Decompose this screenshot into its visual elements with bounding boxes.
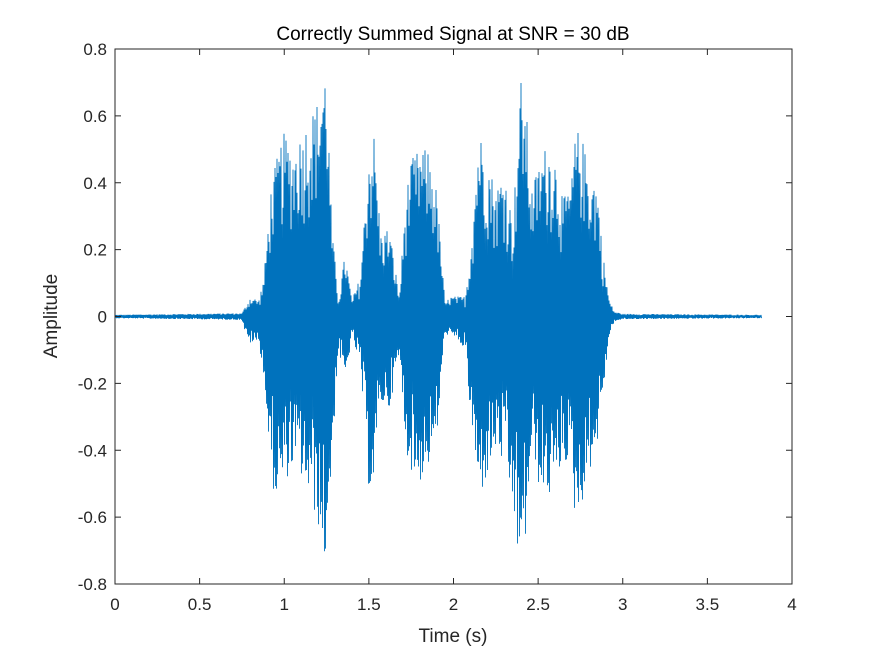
chart-title: Correctly Summed Signal at SNR = 30 dB (276, 24, 629, 45)
x-tick-label: 0.5 (188, 595, 212, 614)
y-tick-label: -0.4 (78, 441, 107, 460)
y-axis-label: Amplitude (41, 274, 62, 359)
y-tick-label: 0 (98, 308, 107, 327)
y-tick-label: 0.6 (83, 107, 107, 126)
x-axis-label: Time (s) (419, 626, 488, 647)
y-axis: -0.8 -0.6 -0.4 -0.2 0 0.2 0.4 0.6 0.8 (78, 40, 792, 594)
x-tick-label: 3.5 (696, 595, 720, 614)
signal-series-line (114, 82, 762, 552)
y-tick-label: 0.4 (83, 174, 107, 193)
x-tick-label: 4 (787, 595, 796, 614)
y-tick-label: -0.2 (78, 374, 107, 393)
x-tick-label: 2 (449, 595, 458, 614)
y-tick-label: 0.8 (83, 40, 107, 59)
y-tick-label: -0.6 (78, 508, 107, 527)
x-tick-label: 1 (280, 595, 289, 614)
y-tick-label: -0.8 (78, 575, 107, 594)
x-tick-label: 1.5 (357, 595, 381, 614)
x-tick-label: 3 (618, 595, 627, 614)
x-axis: 0 0.5 1 1.5 2 2.5 3 3.5 4 (110, 49, 797, 614)
y-tick-label: 0.2 (83, 241, 107, 260)
plot-area (114, 48, 793, 585)
signal-layer (114, 82, 762, 552)
x-tick-label: 2.5 (526, 595, 550, 614)
x-tick-label: 0 (110, 595, 119, 614)
